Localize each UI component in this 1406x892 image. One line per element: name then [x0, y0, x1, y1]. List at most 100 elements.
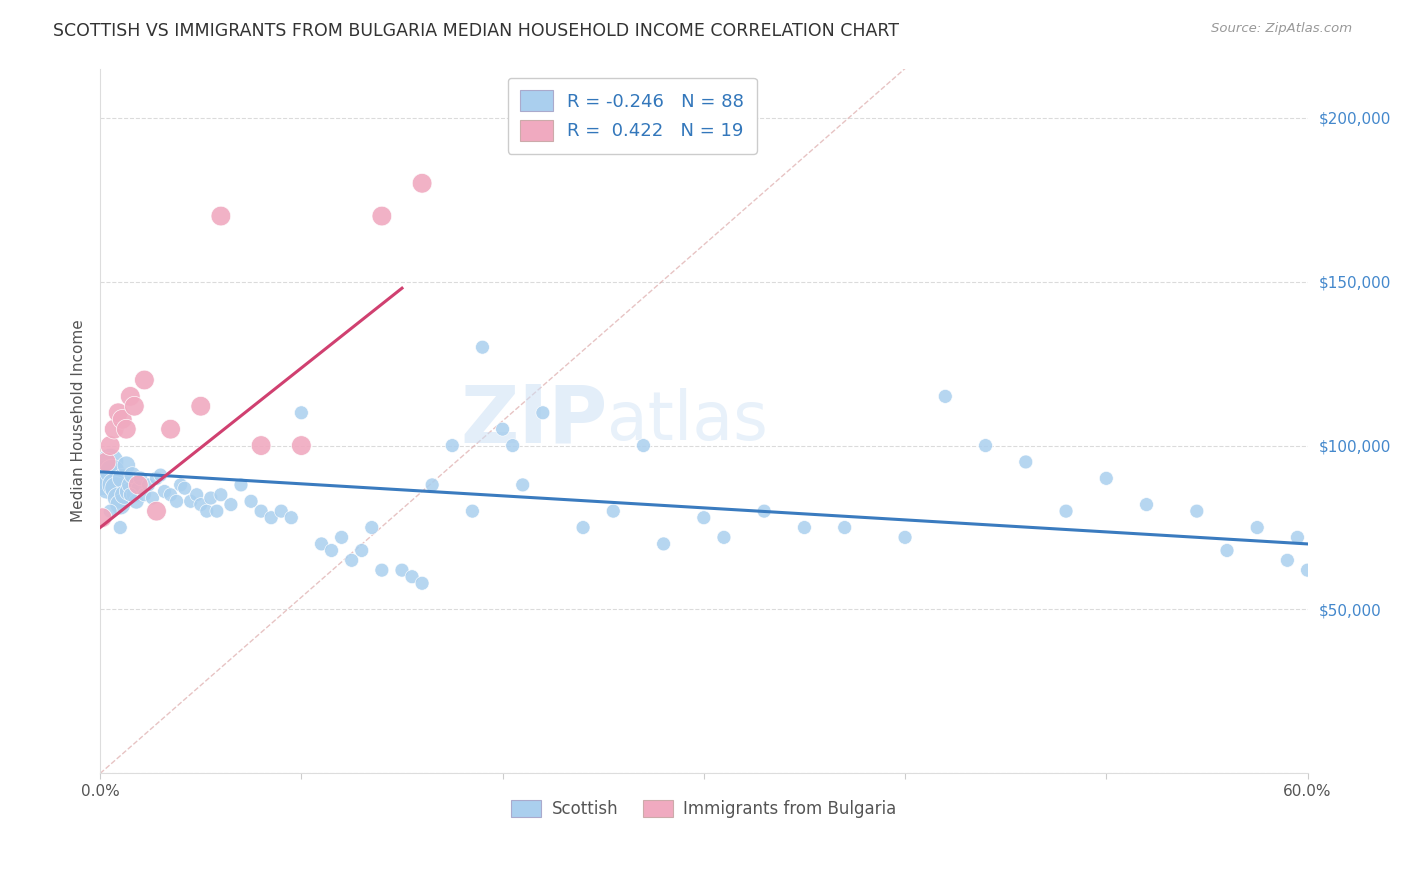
Point [159, 488, 181, 502]
Point [127, 478, 149, 492]
Point [1296, 563, 1319, 577]
Point [200, 491, 222, 505]
Point [260, 510, 283, 524]
Point [110, 498, 132, 512]
Point [602, 504, 624, 518]
Point [120, 488, 142, 502]
Point [531, 406, 554, 420]
Point [713, 530, 735, 544]
Point [149, 468, 172, 483]
Point [96, 455, 118, 469]
Point [934, 389, 956, 403]
Point [124, 399, 146, 413]
Point [1015, 455, 1038, 469]
Legend: Scottish, Immigrants from Bulgaria: Scottish, Immigrants from Bulgaria [505, 794, 903, 825]
Point [1054, 504, 1077, 518]
Point [974, 439, 997, 453]
Point [190, 498, 212, 512]
Point [321, 543, 343, 558]
Text: atlas: atlas [607, 388, 768, 454]
Point [1095, 471, 1118, 485]
Point [1216, 543, 1239, 558]
Point [1246, 520, 1268, 534]
Point [754, 504, 776, 518]
Point [441, 439, 464, 453]
Point [111, 412, 134, 426]
Point [169, 478, 191, 492]
Point [240, 494, 263, 508]
Point [1286, 530, 1309, 544]
Point [219, 498, 242, 512]
Point [652, 537, 675, 551]
Point [153, 484, 176, 499]
Point [834, 520, 856, 534]
Point [360, 520, 382, 534]
Text: SCOTTISH VS IMMIGRANTS FROM BULGARIA MEDIAN HOUSEHOLD INCOME CORRELATION CHART: SCOTTISH VS IMMIGRANTS FROM BULGARIA MED… [53, 22, 900, 40]
Point [125, 494, 148, 508]
Point [1185, 504, 1208, 518]
Point [209, 488, 232, 502]
Point [471, 340, 494, 354]
Text: ZIP: ZIP [460, 382, 607, 460]
Point [120, 389, 142, 403]
Point [371, 209, 394, 223]
Point [138, 478, 160, 492]
Point [134, 488, 156, 502]
Point [311, 537, 333, 551]
Point [371, 563, 394, 577]
Point [121, 468, 143, 483]
Point [115, 422, 138, 436]
Point [1277, 553, 1299, 567]
Point [250, 439, 273, 453]
Point [420, 478, 443, 492]
Y-axis label: Median Household Income: Median Household Income [72, 319, 86, 523]
Point [98, 439, 121, 453]
Point [91, 510, 114, 524]
Point [270, 504, 292, 518]
Point [107, 491, 129, 505]
Point [107, 406, 129, 420]
Point [180, 494, 202, 508]
Point [117, 484, 139, 499]
Point [91, 471, 114, 485]
Point [141, 491, 163, 505]
Point [209, 209, 232, 223]
Point [166, 494, 188, 508]
Point [129, 471, 152, 485]
Point [124, 488, 146, 502]
Point [290, 439, 312, 453]
Point [93, 461, 115, 475]
Point [205, 504, 228, 518]
Point [111, 471, 134, 485]
Point [120, 478, 142, 492]
Point [103, 422, 125, 436]
Point [491, 422, 513, 436]
Point [330, 530, 353, 544]
Point [195, 504, 218, 518]
Point [280, 510, 302, 524]
Point [250, 504, 273, 518]
Point [101, 465, 124, 479]
Point [229, 478, 252, 492]
Point [186, 488, 208, 502]
Point [190, 399, 212, 413]
Point [115, 458, 138, 473]
Point [105, 481, 128, 495]
Point [127, 481, 149, 495]
Point [633, 439, 655, 453]
Point [1135, 498, 1157, 512]
Point [134, 373, 156, 387]
Point [96, 468, 118, 483]
Point [693, 510, 716, 524]
Point [98, 504, 121, 518]
Point [112, 488, 135, 502]
Point [793, 520, 815, 534]
Point [572, 520, 595, 534]
Point [290, 406, 312, 420]
Point [173, 481, 195, 495]
Point [894, 530, 917, 544]
Point [512, 478, 534, 492]
Point [340, 553, 363, 567]
Point [502, 439, 524, 453]
Point [97, 478, 120, 492]
